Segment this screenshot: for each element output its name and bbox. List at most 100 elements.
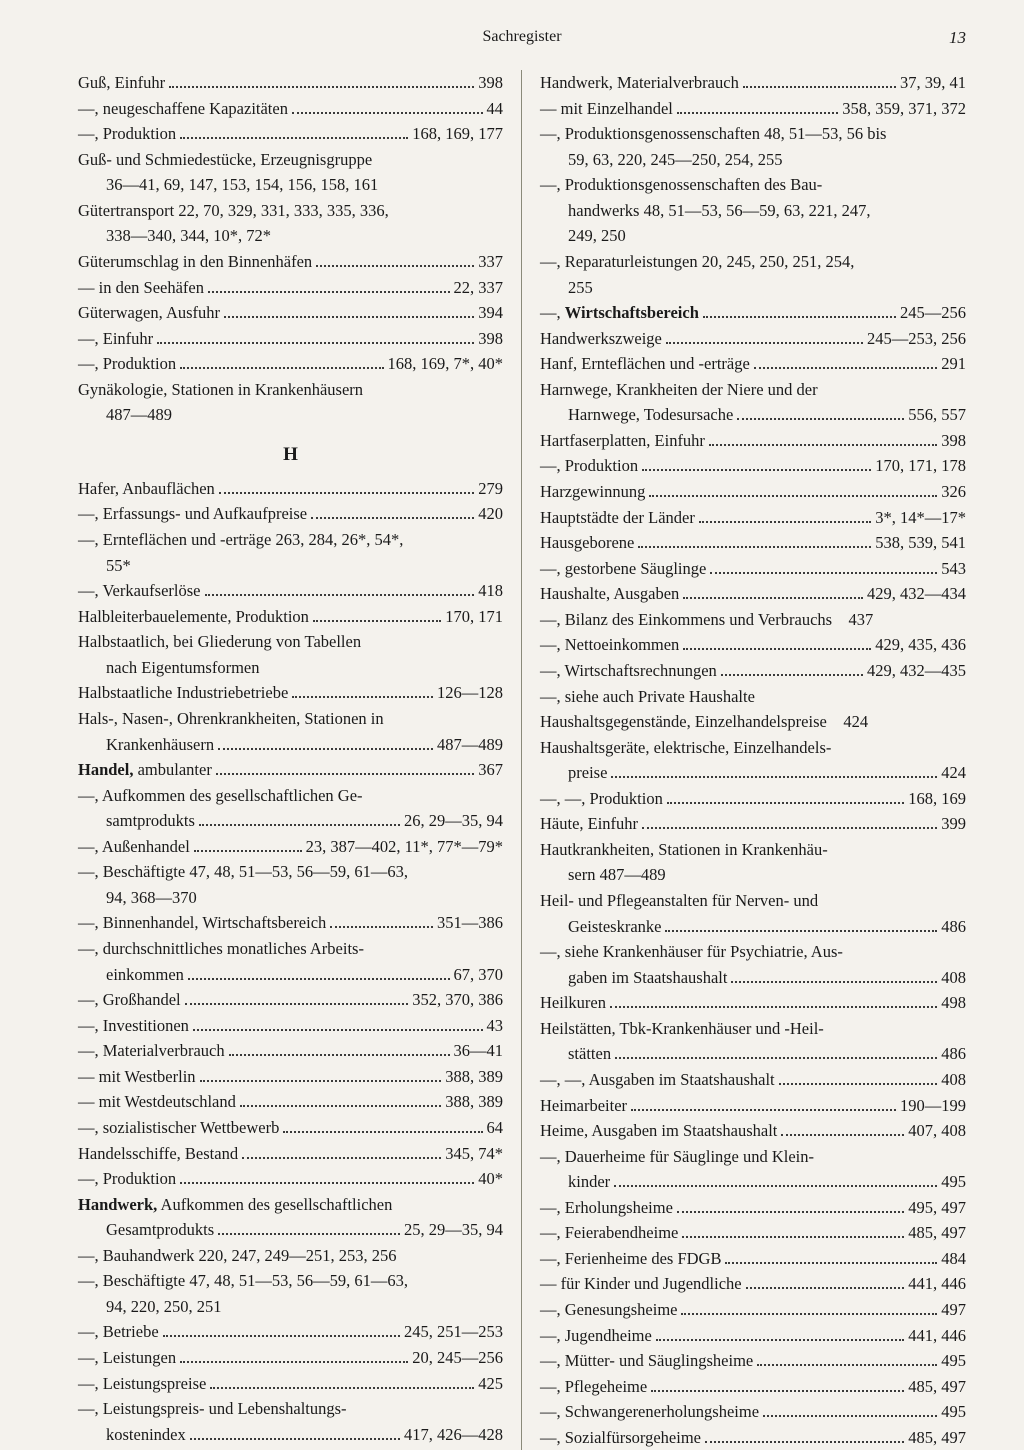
index-entry: kostenindex417, 426—428 — [78, 1422, 503, 1448]
leader-dots — [642, 457, 871, 471]
entry-term: — mit Westdeutschland — [78, 1089, 236, 1115]
index-entry: —, Sozialfürsorgeheime485, 497 — [540, 1425, 966, 1450]
entry-term: Handwerkszweige — [540, 326, 662, 352]
entry-pages: 408 — [941, 965, 966, 991]
index-entry: Handel, ambulanter367 — [78, 757, 503, 783]
index-entry: Hafer, Anbauflächen279 — [78, 476, 503, 502]
index-entry: 94, 220, 250, 251 — [78, 1294, 503, 1320]
leader-dots — [781, 1122, 904, 1136]
entry-pages: 20, 245—256 — [412, 1345, 503, 1371]
entry-pages: 168, 169, 177 — [412, 121, 503, 147]
index-entry: Güterumschlag in den Binnenhäfen337 — [78, 249, 503, 275]
index-entry: einkommen67, 370 — [78, 962, 503, 988]
index-entry: —, durchschnittliches monatliches Arbeit… — [78, 936, 503, 962]
entry-term: Guß, Einfuhr — [78, 70, 165, 96]
entry-pages: 498 — [941, 990, 966, 1016]
entry-pages: 486 — [941, 1041, 966, 1067]
index-entry: Heil- und Pflegeanstalten für Nerven- un… — [540, 888, 966, 914]
leader-dots — [180, 1349, 408, 1363]
entry-term: —, Mütter- und Säuglingsheime — [540, 1348, 753, 1374]
entry-term: —, sozialistischer Wettbewerb — [78, 1115, 279, 1141]
leader-dots — [651, 1377, 904, 1391]
entry-term: Halbleiterbauelemente, Produktion — [78, 604, 309, 630]
index-entry: —, Aufkommen des gesellschaftlichen Ge- — [78, 783, 503, 809]
index-entry: Harzgewinnung 326 — [540, 479, 966, 505]
entry-term: Gesamtprodukts — [106, 1217, 214, 1243]
leader-dots — [169, 74, 474, 88]
leader-dots — [210, 1374, 474, 1388]
entry-pages: 538, 539, 541 — [875, 530, 966, 556]
entry-pages: 429, 432—434 — [867, 581, 966, 607]
leader-dots — [779, 1071, 938, 1085]
leader-dots — [656, 1326, 904, 1340]
leader-dots — [666, 329, 863, 343]
entry-pages: 486 — [941, 914, 966, 940]
index-entry: Gütertransport 22, 70, 329, 331, 333, 33… — [78, 198, 503, 224]
leader-dots — [754, 355, 937, 369]
entry-pages: 429, 432—435 — [867, 658, 966, 684]
index-entry: —, Feierabendheime485, 497 — [540, 1220, 966, 1246]
index-entry: —, Leistungen20, 245—256 — [78, 1345, 503, 1371]
entry-term: —, Materialverbrauch — [78, 1038, 225, 1064]
entry-term: —, Produktion — [540, 453, 638, 479]
index-entry: —, Schwangerenerholungsheime495 — [540, 1399, 966, 1425]
index-entry: —, Produktionsgenossenschaften des Bau- — [540, 172, 966, 198]
index-entry: —, Ferienheime des FDGB484 — [540, 1246, 966, 1272]
entry-term: Harnwege, Todesursache — [568, 402, 733, 428]
entry-pages: 326 — [941, 479, 966, 505]
index-entry: Halbstaatliche Industriebetriebe126—128 — [78, 680, 503, 706]
index-entry: —, Produktion170, 171, 178 — [540, 453, 966, 479]
entry-pages: 495 — [941, 1348, 966, 1374]
columns: Guß, Einfuhr398—, neugeschaffene Kapazit… — [78, 70, 966, 1450]
entry-term: —, Betriebe — [78, 1319, 159, 1345]
index-entry: Hartfaserplatten, Einfuhr398 — [540, 428, 966, 454]
entry-term: —, —, Ausgaben im Staatshaushalt — [540, 1067, 775, 1093]
index-entry: —, Nettoeinkommen429, 435, 436 — [540, 632, 966, 658]
entry-term: —, Binnenhandel, Wirtschaftsbereich — [78, 910, 326, 936]
leader-dots — [292, 99, 483, 113]
index-entry: —, Wirtschaftsrechnungen429, 432—435 — [540, 658, 966, 684]
index-entry: —, Reparaturleistungen 20, 245, 250, 251… — [540, 249, 966, 275]
leader-dots — [709, 432, 937, 446]
index-entry: Heime, Ausgaben im Staatshaushalt407, 40… — [540, 1118, 966, 1144]
leader-dots — [681, 1301, 937, 1315]
leader-dots — [731, 968, 937, 982]
index-entry: Heilstätten, Tbk-Krankenhäuser und -Heil… — [540, 1016, 966, 1042]
entry-pages: 487—489 — [437, 732, 503, 758]
leader-dots — [194, 837, 302, 851]
index-entry: —, Investitionen43 — [78, 1013, 503, 1039]
index-entry: —, Bilanz des Einkommens und Verbrauchs … — [540, 607, 966, 633]
index-entry: —, Erholungsheime495, 497 — [540, 1195, 966, 1221]
index-entry: Handwerk, Materialverbrauch37, 39, 41 — [540, 70, 966, 96]
entry-pages: 388, 389 — [445, 1089, 503, 1115]
index-entry: —, Wirtschaftsbereich245—256 — [540, 300, 966, 326]
entry-pages: 497 — [941, 1297, 966, 1323]
index-entry: —, Dauerheime für Säuglinge und Klein- — [540, 1144, 966, 1170]
entry-term: Handwerk, Materialverbrauch — [540, 70, 739, 96]
entry-term: —, Feierabendheime — [540, 1220, 678, 1246]
entry-term: —, Verkaufserlöse — [78, 578, 201, 604]
entry-pages: 25, 29—35, 94 — [404, 1217, 503, 1243]
entry-term: Harzgewinnung — [540, 479, 645, 505]
entry-pages: 429, 435, 436 — [875, 632, 966, 658]
leader-dots — [180, 355, 383, 369]
index-entry: —, Beschäftigte 47, 48, 51—53, 56—59, 61… — [78, 1268, 503, 1294]
leader-dots — [667, 789, 904, 803]
index-entry: Haushaltsgegenstände, Einzelhandelspreis… — [540, 709, 966, 735]
index-entry: Guß- und Schmiedestücke, Erzeugnisgruppe — [78, 147, 503, 173]
entry-pages: 543 — [941, 556, 966, 582]
entry-term: Handelsschiffe, Bestand — [78, 1141, 238, 1167]
entry-pages: 245—253, 256 — [867, 326, 966, 352]
entry-term: —, Ferienheime des FDGB — [540, 1246, 721, 1272]
index-entry: Geisteskranke486 — [540, 914, 966, 940]
entry-pages: 337 — [478, 249, 503, 275]
index-entry: Handwerk, Aufkommen des gesellschaftlich… — [78, 1192, 503, 1218]
leader-dots — [763, 1403, 937, 1417]
leader-dots — [757, 1352, 937, 1366]
index-entry: Hals-, Nasen-, Ohrenkrankheiten, Station… — [78, 706, 503, 732]
index-entry: Guß, Einfuhr398 — [78, 70, 503, 96]
entry-term: Hauptstädte der Länder — [540, 505, 695, 531]
index-entry: Haushaltsgeräte, elektrische, Einzelhand… — [540, 735, 966, 761]
entry-term: —, Leistungspreise — [78, 1371, 206, 1397]
leader-dots — [199, 812, 400, 826]
